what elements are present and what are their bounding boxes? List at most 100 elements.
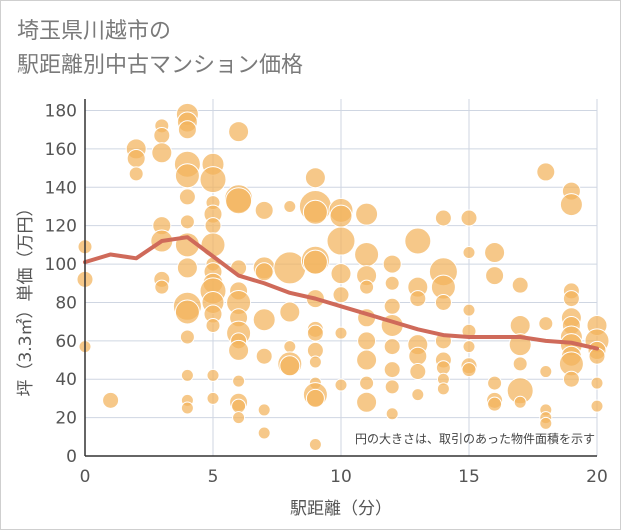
bubble-point [383,297,401,315]
bubble-point [435,360,451,376]
bubble-point [383,338,401,356]
bubble-point [232,411,246,425]
bubble-point [509,314,531,336]
bubble-point [283,199,297,213]
bubble-point [356,349,378,371]
chart-title: 埼玉県川越市の 駅距離別中古マンション価格 [17,15,303,83]
bubble-point [512,356,528,372]
bubble-point [359,279,375,295]
bubble-point [283,340,297,354]
axes [84,99,597,457]
bubble-point [562,370,580,388]
bubble-point [411,388,425,402]
x-tick-label: 5 [208,467,219,487]
bubble-point [273,251,307,285]
bubble-point [252,308,276,332]
bubble-point [462,246,476,260]
bubble-point [204,217,222,235]
bubble-point [326,226,356,256]
x-tick-label: 10 [330,467,352,487]
bubble-point [404,227,432,255]
chart-title-line-2: 駅距離別中古マンション価格 [17,53,304,78]
y-tick-label: 80 [55,293,77,313]
bubble-point [305,388,325,408]
bubble-point [302,199,328,225]
bubble-point [356,391,378,413]
y-tick-label: 120 [45,217,77,237]
bubble-point [538,316,554,332]
bubble-point [559,193,583,217]
bubble-point [308,437,322,451]
bubble-point [179,214,195,230]
bubble-point [357,331,377,351]
bubble-point [539,365,553,379]
bubble-point [462,340,476,354]
bubble-point [484,242,506,264]
bubble-point [384,379,400,395]
bubble-point [302,249,328,275]
bubble-point [434,209,452,227]
bubble-point [126,149,146,168]
y-tick-label: 100 [45,255,77,275]
bubble-point [383,361,401,379]
bubble-point [487,396,503,412]
bubble-point [102,391,120,409]
bubble-point [306,324,324,342]
bubble-point [177,120,197,140]
trend-line [83,235,599,351]
bubble-point [151,142,173,164]
x-tick-label: 15 [458,467,480,487]
bubble-point [359,375,375,391]
bubble-point [232,374,246,388]
bubble-point [355,202,379,226]
bubble-point [257,426,271,440]
bubble-point [461,362,477,378]
bubble-point [590,399,604,413]
bubble-point [304,167,326,189]
bubble-point [206,368,220,382]
bubble-series [76,102,610,451]
bubble-point [228,121,250,143]
bubble-point [334,378,348,392]
bubble-point [225,187,253,215]
bubble-point [255,347,273,365]
bubble-point [408,346,428,366]
y-tick-label: 60 [55,332,77,352]
bubble-point [562,290,580,308]
tick-labels: 0 5 10 15 20 0 20 40 60 80 100 120 140 160 180 [45,102,608,487]
bubble-point [385,407,399,421]
bubble-point [354,241,380,267]
bubble-point [590,376,604,390]
bubble-point [436,382,450,396]
bubble-point [174,163,200,189]
bubble-point [434,293,452,311]
bubble-point [257,403,271,417]
bubble-point [176,257,198,279]
bubble-point [462,303,476,317]
bubble-point [588,347,606,365]
bubble-point [511,276,529,294]
bubble-point [254,262,274,282]
bubble-point [200,232,226,258]
bubble-point [178,188,196,206]
chart-title-line-1: 埼玉県川越市の [17,19,172,44]
bubble-point [536,162,556,182]
bubble-point [254,200,274,220]
bubble-point [179,329,195,345]
bubble-point [329,204,353,228]
bubble-point [384,275,400,291]
bubble-point [308,355,322,369]
y-tick-label: 160 [45,140,77,160]
trend-series [83,235,599,351]
bubble-point [174,299,200,325]
y-tick-label: 20 [55,409,77,429]
bubble-point [206,391,220,405]
bubble-point [539,416,553,430]
bubble-point [513,395,527,409]
bubble-point [128,166,144,182]
chart-note: 円の大きさは、取引のあった物件面積を示す [355,431,595,446]
bubble-point [154,279,170,295]
bubble-point [409,290,427,308]
